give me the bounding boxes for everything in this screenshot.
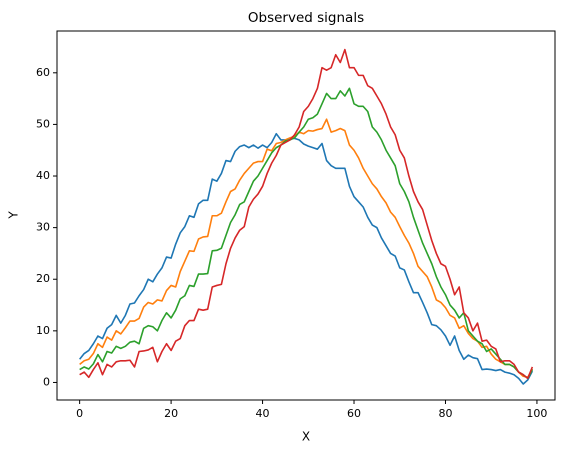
y-axis-label: Y (7, 211, 21, 220)
y-tick-label: 30 (36, 221, 50, 234)
x-tick-label: 0 (76, 407, 83, 420)
y-tick-label: 40 (36, 169, 50, 182)
x-tick-label: 100 (526, 407, 547, 420)
x-tick-label: 80 (438, 407, 452, 420)
line (79, 87, 534, 380)
y-tick-label: 50 (36, 117, 50, 130)
y-tick-label: 10 (36, 324, 50, 337)
y-tick-label: 20 (36, 272, 50, 285)
x-axis-label: X (302, 430, 310, 444)
x-tick-label: 20 (164, 407, 178, 420)
line (79, 118, 534, 379)
line (79, 132, 534, 385)
y-tick-label: 60 (36, 66, 50, 79)
x-tick-label: 60 (347, 407, 361, 420)
x-tick-label: 40 (256, 407, 270, 420)
plot-frame (56, 30, 556, 401)
line (79, 48, 534, 380)
chart-title: Observed signals (248, 10, 364, 26)
y-tick-label: 0 (43, 375, 50, 388)
